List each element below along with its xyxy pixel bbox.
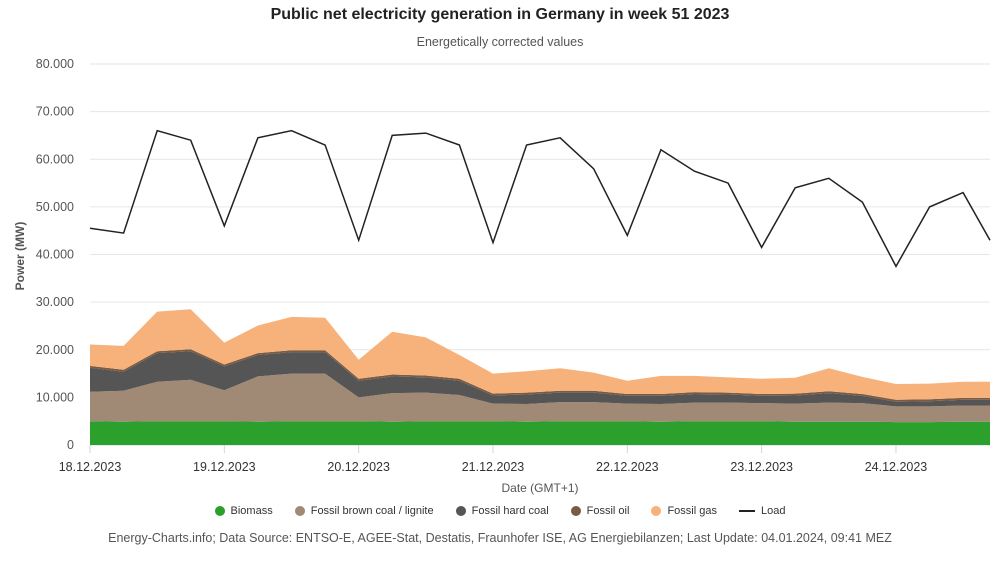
y-axis-ticks: 0 10.000 20.000 30.000 40.000 50.000 60.000 70.… (36, 57, 74, 452)
legend-item-load[interactable]: Load (738, 505, 786, 517)
y-tick-label: 0 (67, 438, 74, 452)
credits: Energy-Charts.info; Data Source: ENTSO-E… (108, 531, 892, 545)
y-tick-label: 50.000 (36, 200, 74, 214)
legend: Biomass Fossil brown coal / lignite Fossil… (0, 505, 1000, 517)
y-tick-label: 20.000 (36, 343, 74, 357)
x-tick-label: 19.12.2023 (193, 460, 256, 474)
legend-swatch (214, 506, 225, 516)
legend-item-fossil-brown-coal-lignite[interactable]: Fossil brown coal / lignite (294, 505, 434, 517)
legend-label: Load (760, 505, 786, 517)
legend-swatch (738, 510, 755, 512)
legend-label: Fossil hard coal (471, 505, 549, 517)
area-fossil-gas (90, 309, 990, 400)
area-biomass (90, 421, 990, 445)
y-tick-label: 40.000 (36, 248, 74, 262)
y-axis-label: Power (MW) (13, 222, 27, 291)
legend-label: Biomass (230, 505, 273, 517)
area-fossil-hard-coal (90, 351, 990, 407)
load-line-layer (89, 129, 991, 268)
legend-swatch (651, 506, 662, 516)
load-line (89, 129, 991, 268)
chart-plot: 0 10.000 20.000 30.000 40.000 50.000 60.000 70.… (13, 57, 991, 495)
x-tick-label: 23.12.2023 (730, 460, 793, 474)
x-tick-label: 21.12.2023 (462, 460, 525, 474)
stacked-areas (90, 309, 990, 445)
y-tick-label: 30.000 (36, 295, 74, 309)
x-axis-ticks: 18.12.2023 19.12.2023 20.12.2023 21.12.2023… (59, 445, 928, 474)
legend-label: Fossil brown coal / lignite (310, 505, 434, 517)
legend-label: Fossil gas (667, 505, 717, 517)
legend-swatch (570, 506, 581, 516)
legend-item-fossil-oil[interactable]: Fossil oil (570, 505, 630, 517)
x-tick-label: 18.12.2023 (59, 460, 122, 474)
x-tick-label: 20.12.2023 (327, 460, 390, 474)
legend-swatch (455, 506, 466, 516)
y-tick-label: 80.000 (36, 57, 74, 71)
x-tick-label: 24.12.2023 (865, 460, 928, 474)
legend-swatch (294, 506, 305, 516)
y-tick-label: 60.000 (36, 152, 74, 166)
x-axis-label: Date (GMT+1) (501, 481, 578, 495)
y-tick-label: 70.000 (36, 105, 74, 119)
x-tick-label: 22.12.2023 (596, 460, 659, 474)
legend-label: Fossil oil (586, 505, 630, 517)
legend-item-biomass[interactable]: Biomass (214, 505, 273, 517)
chart-subtitle: Energetically corrected values (416, 35, 584, 49)
legend-item-fossil-hard-coal[interactable]: Fossil hard coal (455, 505, 549, 517)
area-fossil-brown-coal-lignite (90, 373, 990, 423)
chart-title: Public net electricity generation in Ger… (270, 6, 730, 23)
y-tick-label: 10.000 (36, 390, 74, 404)
legend-item-fossil-gas[interactable]: Fossil gas (651, 505, 717, 517)
